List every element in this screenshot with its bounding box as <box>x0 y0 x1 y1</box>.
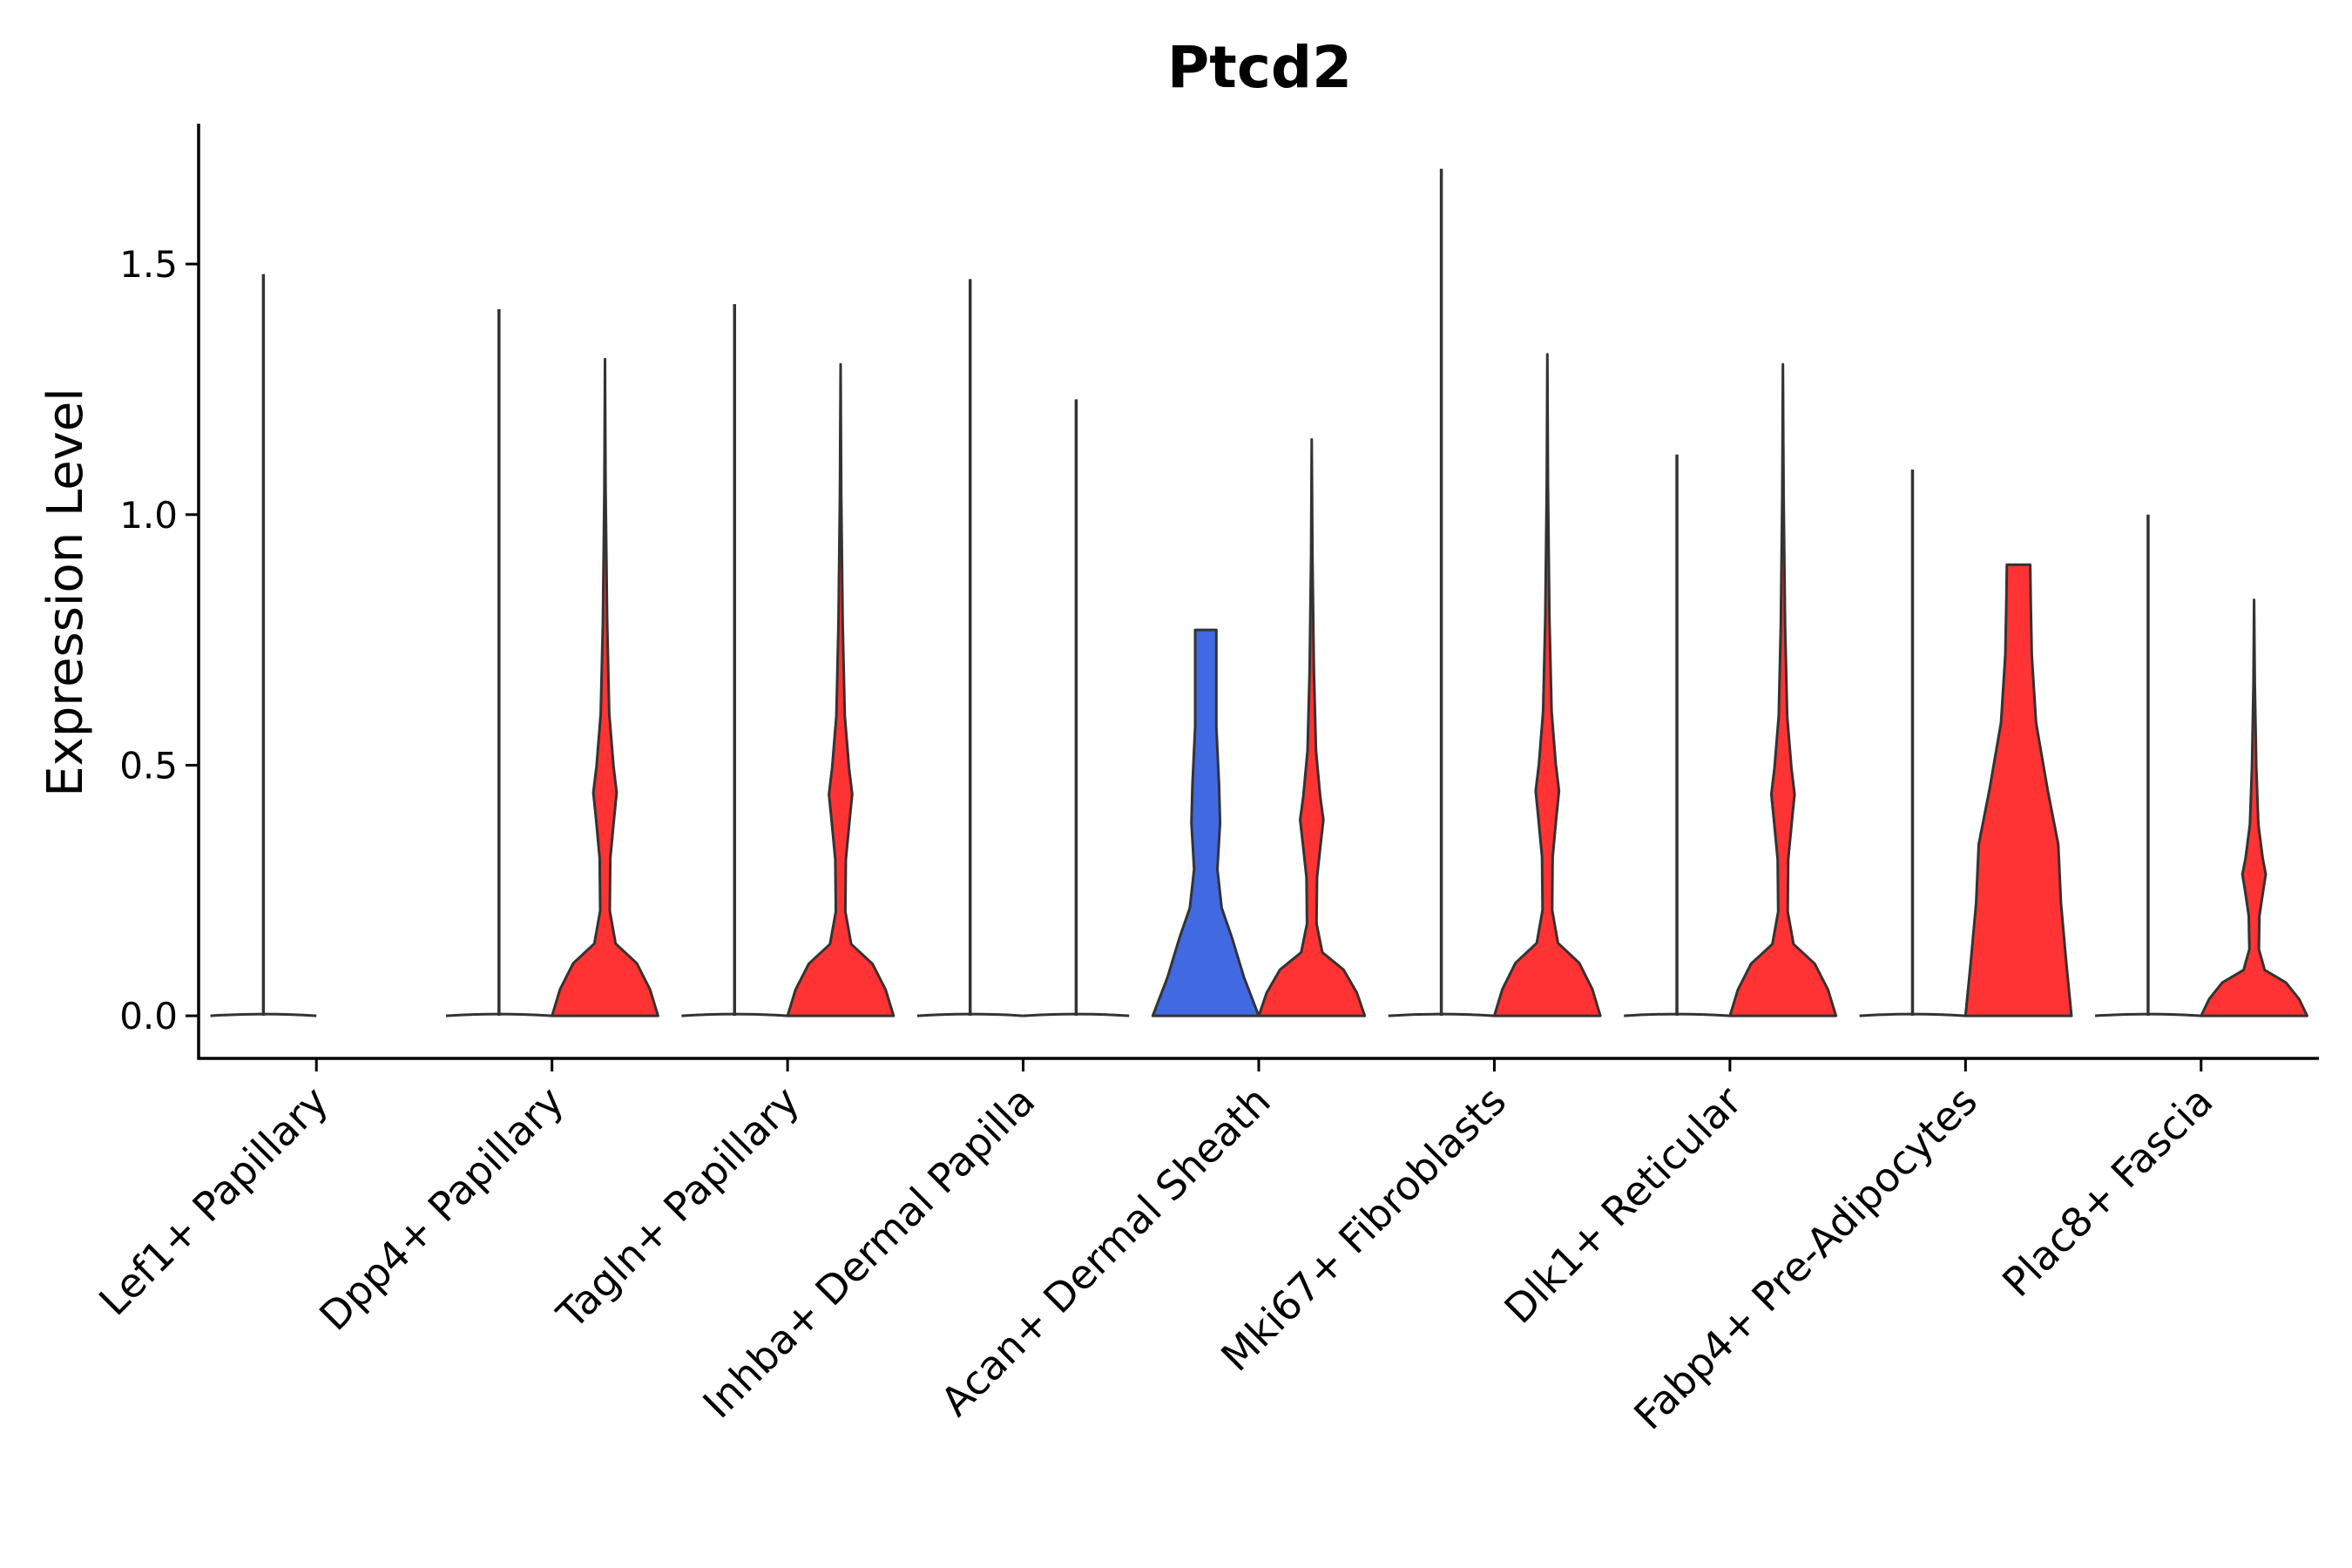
x-tick-label: Lef1+ Papillary <box>90 1078 337 1325</box>
violin-2-5 <box>1257 438 1367 1017</box>
violin-1-3 <box>681 304 788 1017</box>
violin-2-4 <box>1023 399 1130 1017</box>
violin-2-2 <box>551 357 659 1017</box>
violin-1-2 <box>445 308 552 1017</box>
violin-2-9 <box>2200 598 2308 1017</box>
y-tick-label: 1.0 <box>119 494 178 537</box>
violin-2-7 <box>1728 362 1838 1017</box>
violin-1-1 <box>210 274 317 1017</box>
chart-title: Ptcd2 <box>1167 34 1352 101</box>
violin-1-4 <box>916 279 1024 1017</box>
x-tick-label: Dpp4+ Papillary <box>310 1078 572 1340</box>
violin-1-6 <box>1388 168 1495 1017</box>
y-tick-label: 0.0 <box>119 995 178 1037</box>
y-axis-label: Expression Level <box>37 388 94 797</box>
x-tick-label: Tagln+ Papillary <box>547 1078 808 1339</box>
violin-2-3 <box>786 362 896 1017</box>
y-axis: 0.0 0.5 1.0 1.5 <box>119 124 200 1060</box>
x-tick-label: Plac8+ Fascia <box>1993 1078 2221 1306</box>
violin-1-9 <box>2094 514 2201 1017</box>
y-tick-label: 1.5 <box>119 243 178 286</box>
y-tick-label: 0.5 <box>119 744 178 787</box>
plot-area <box>210 168 2308 1017</box>
x-tick-label: Dlk1+ Reticular <box>1495 1078 1750 1333</box>
violin-2-8 <box>1963 563 2073 1017</box>
violin-1-5 <box>1151 628 1260 1017</box>
violin-1-7 <box>1624 454 1730 1017</box>
violin-1-8 <box>1859 469 1966 1017</box>
violin-2-6 <box>1492 353 1602 1017</box>
